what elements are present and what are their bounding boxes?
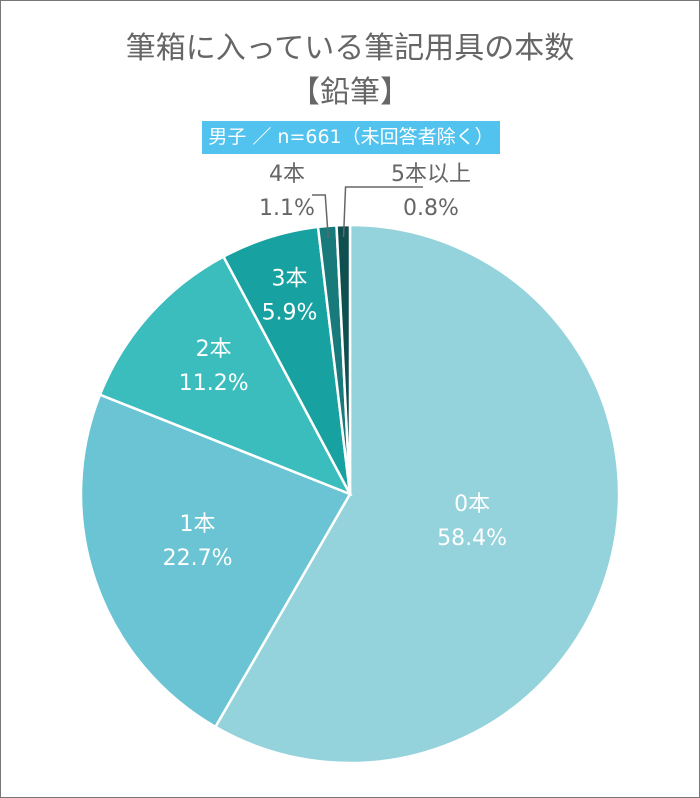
slice-value-label: 22.7% [163,546,233,571]
slice-value-label: 11.2% [179,371,249,396]
slice-category-label: 0本 [454,492,490,517]
pie-slice-5 [335,223,352,495]
slice-value-label: 58.4% [437,526,507,551]
chart-title: 筆箱に入っている筆記用具の本数 [125,31,575,66]
leader-line-5 [342,186,423,238]
sample-badge: 男子 ／ n=661（未回答者除く） [202,121,500,154]
pie-slice-1 [79,393,352,729]
slice-category-label: 2本 [196,337,232,362]
slice-value-label: 1.1% [259,196,315,221]
slice-category-label: 5本以上 [391,162,471,187]
pie-slice-0 [213,223,621,765]
pie-slice-2 [98,254,353,497]
slice-category-label: 3本 [272,267,308,292]
slice-value-label: 5.9% [262,301,318,326]
leader-line-4 [312,194,329,238]
slice-category-label: 1本 [180,512,216,537]
slice-value-label: 0.8% [403,196,459,221]
chart-subtitle: 【鉛筆】 [290,75,410,110]
slice-category-label: 4本 [269,162,305,187]
